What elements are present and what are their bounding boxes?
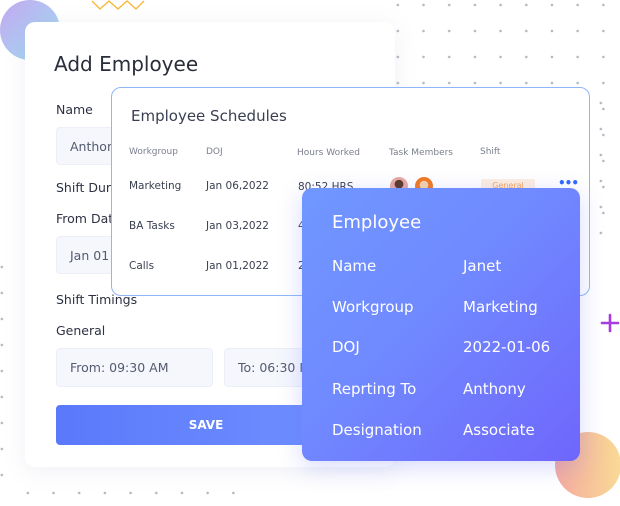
from-time-input[interactable]: From: 09:30 AM — [56, 348, 213, 387]
field-label: Name — [332, 257, 377, 275]
dot-grid-decoration — [588, 90, 620, 240]
shift-timings-label: Shift Timings — [56, 292, 138, 307]
col-header: Workgroup — [129, 147, 178, 157]
card-title: Employee Schedules — [131, 107, 287, 125]
field-label: Designation — [332, 421, 422, 439]
general-label: General — [56, 323, 106, 338]
card-title: Employee — [332, 212, 422, 233]
doj-cell: Jan 03,2022 — [206, 220, 269, 232]
wave-decoration — [91, 0, 145, 10]
field-label: Workgroup — [332, 298, 414, 316]
more-horizontal-icon[interactable]: ••• — [558, 176, 579, 190]
name-label: Name — [56, 102, 93, 117]
field-value: Janet — [463, 257, 502, 275]
col-header: Shift — [480, 147, 501, 157]
field-value: Anthony — [463, 380, 526, 398]
dot-grid-decoration — [0, 254, 19, 494]
workgroup-cell: BA Tasks — [129, 220, 175, 232]
col-header: Task Members — [389, 148, 453, 158]
col-header: DOJ — [206, 147, 223, 157]
workgroup-cell: Marketing — [129, 180, 182, 192]
hours-cell: 4 — [298, 220, 305, 232]
plus-icon — [600, 313, 620, 333]
workgroup-cell: Calls — [129, 260, 155, 272]
doj-cell: Jan 01,2022 — [206, 260, 269, 272]
field-value: 2022-01-06 — [463, 338, 551, 356]
doj-cell: Jan 06,2022 — [206, 180, 269, 192]
field-label: Reprting To — [332, 380, 417, 398]
field-label: DOJ — [332, 338, 360, 356]
col-header: Hours Worked — [297, 148, 360, 158]
dot-grid-decoration — [15, 480, 245, 506]
hours-cell: 2 — [298, 260, 305, 272]
field-value: Marketing — [463, 298, 538, 316]
from-date-label: From Date — [56, 211, 121, 226]
page-title: Add Employee — [54, 52, 199, 76]
employee-detail-card: Employee Name Janet Workgroup Marketing … — [302, 188, 580, 461]
field-value: Associate — [463, 421, 535, 439]
